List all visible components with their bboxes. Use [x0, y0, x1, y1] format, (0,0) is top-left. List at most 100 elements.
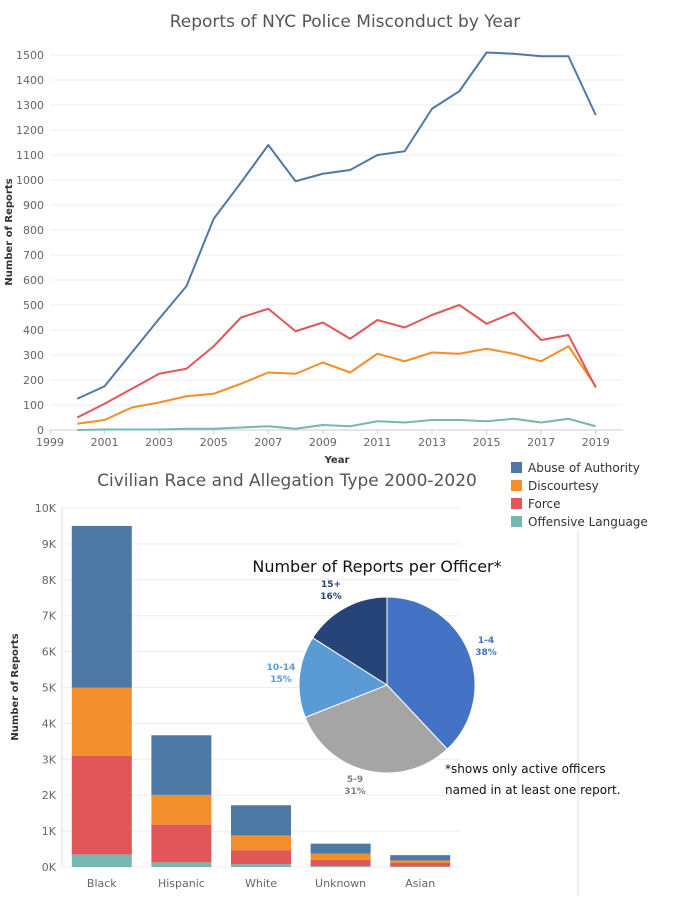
bar-x-tick-label: Black: [87, 877, 117, 890]
bar-x-tick-label: White: [245, 877, 277, 890]
line-y-tick-label: 1400: [16, 74, 44, 87]
bar-segment-unknown-discourtesy: [310, 853, 371, 860]
line-y-tick-label: 900: [23, 199, 44, 212]
line-y-tick-label: 100: [23, 399, 44, 412]
pie-note-line-2: named in at least one report.: [445, 783, 621, 797]
bar-segment-asian-abuse: [390, 855, 451, 861]
line-y-tick-label: 1200: [16, 124, 44, 137]
bar-segment-asian-force: [390, 862, 451, 867]
line-x-tick-label: 2011: [363, 436, 391, 449]
bar-y-tick-label: 10K: [35, 502, 57, 515]
line-x-tick-label: 2019: [582, 436, 610, 449]
bar-chart-x-ticks: Black Hispanic White Unknown Asian: [87, 877, 435, 890]
line-y-tick-label: 1100: [16, 149, 44, 162]
line-chart-series: [76, 51, 597, 431]
pie-chart-slices: [298, 596, 476, 774]
bar-segment-black-discourtesy: [71, 687, 132, 756]
bar-chart-bars: [71, 525, 451, 867]
pie-chart: Number of Reports per Officer* 1-4 38% 5-9…: [252, 557, 620, 797]
bar-y-tick-label: 5K: [42, 682, 57, 695]
legend-swatch-discourtesy: [511, 480, 522, 491]
bar-y-tick-label: 6K: [42, 646, 57, 659]
pie-slice-percent: 38%: [475, 648, 497, 658]
line-x-tick-label: 2007: [254, 436, 282, 449]
line-chart-x-ticks: 1999 2001 2003 2005 2007 2009 2011 2013 2015 2017…: [36, 429, 623, 449]
pie-slice-label: 15+: [321, 580, 341, 590]
pie-slice-label: 10-14: [267, 663, 296, 673]
line-chart-y-axis-title: Number of Reports: [4, 178, 15, 285]
legend-label: Force: [528, 497, 560, 511]
line-series-force: [76, 304, 597, 419]
bar-y-tick-label: 4K: [42, 717, 57, 730]
bar-segment-asian-discourtesy: [390, 860, 451, 863]
bar-y-tick-label: 3K: [42, 753, 57, 766]
bar-x-tick-label: Unknown: [315, 877, 366, 890]
pie-slice-5-9: [304, 684, 448, 774]
line-x-tick-label: 2013: [418, 436, 446, 449]
bar-segment-white-offensive: [231, 864, 291, 867]
line-x-tick-label: 2017: [527, 436, 555, 449]
line-y-tick-label: 600: [23, 274, 44, 287]
line-y-tick-label: 700: [23, 249, 44, 262]
bar-segment-black-offensive: [71, 854, 132, 867]
legend-swatch-abuse: [511, 462, 522, 473]
bar-segment-hispanic-force: [151, 824, 212, 863]
line-y-tick-label: 1300: [16, 99, 44, 112]
pie-slice-percent: 16%: [320, 592, 342, 602]
line-chart-x-axis-title: Year: [324, 455, 350, 466]
line-y-tick-label: 1500: [16, 49, 44, 62]
bar-segment-black-force: [71, 755, 132, 855]
bar-segment-hispanic-discourtesy: [151, 794, 212, 825]
pie-slice-1-4: [386, 596, 476, 750]
pie-note-line-1: *shows only active officers: [445, 762, 606, 776]
line-x-tick-label: 2009: [309, 436, 337, 449]
line-chart-y-ticks: 0 100 200 300 400 500 600 700 800 900 1000 1100 1200…: [16, 49, 44, 437]
bar-segment-hispanic-abuse: [151, 735, 212, 795]
line-y-tick-label: 800: [23, 224, 44, 237]
line-chart: Reports of NYC Police Misconduct by Year…: [4, 12, 623, 466]
line-series-offensive: [77, 417, 596, 431]
bar-y-tick-label: 9K: [42, 538, 57, 551]
allegation-legend: Abuse of Authority Discourtesy Force Offens…: [511, 461, 648, 529]
bar-segment-unknown-offensive: [310, 865, 371, 867]
pie-slice-percent: 15%: [270, 675, 292, 685]
pie-slice-15+: [312, 596, 388, 686]
pie-slice-label: 5-9: [347, 775, 363, 785]
pie-slice-10-14: [298, 637, 389, 719]
legend-swatch-offensive: [511, 516, 522, 527]
legend-label: Discourtesy: [528, 479, 599, 493]
bar-segment-unknown-force: [310, 859, 371, 866]
bar-segment-white-force: [231, 850, 291, 865]
bar-segment-white-abuse: [231, 805, 291, 836]
bar-chart-y-ticks: 0K 1K 2K 3K 4K 5K 6K 7K 8K 9K 10K: [35, 502, 57, 874]
line-x-tick-label: 1999: [36, 436, 64, 449]
bar-x-tick-label: Asian: [405, 877, 435, 890]
line-y-tick-label: 400: [23, 324, 44, 337]
line-x-tick-label: 2003: [145, 436, 173, 449]
bar-segment-asian-offensive: [390, 866, 451, 867]
line-x-tick-label: 2015: [473, 436, 501, 449]
line-y-tick-label: 500: [23, 299, 44, 312]
line-y-tick-label: 0: [37, 424, 44, 437]
line-series-discourtesy: [77, 345, 597, 425]
line-y-tick-label: 200: [23, 374, 44, 387]
bar-x-tick-label: Hispanic: [158, 877, 205, 890]
bar-chart-title: Civilian Race and Allegation Type 2000-2…: [97, 471, 477, 491]
bar-y-tick-label: 8K: [42, 574, 57, 587]
line-x-tick-label: 2005: [200, 436, 228, 449]
bar-chart-y-axis-title: Number of Reports: [10, 633, 21, 740]
bar-segment-white-discourtesy: [231, 835, 291, 851]
line-x-tick-label: 2001: [91, 436, 119, 449]
bar-y-tick-label: 0K: [42, 861, 57, 874]
pie-chart-labels: 1-4 38% 5-9 31% 10-14 15% 15+ 16%: [267, 580, 497, 797]
bar-y-tick-label: 7K: [42, 610, 57, 623]
legend-label: Abuse of Authority: [528, 461, 640, 475]
legend-swatch-force: [511, 498, 522, 509]
line-series-abuse: [76, 51, 597, 400]
line-chart-grid: [50, 54, 623, 431]
bar-y-tick-label: 1K: [42, 825, 57, 838]
pie-slice-label: 1-4: [478, 636, 494, 646]
line-chart-title: Reports of NYC Police Misconduct by Year: [170, 12, 521, 32]
pie-slice-percent: 31%: [344, 787, 366, 797]
